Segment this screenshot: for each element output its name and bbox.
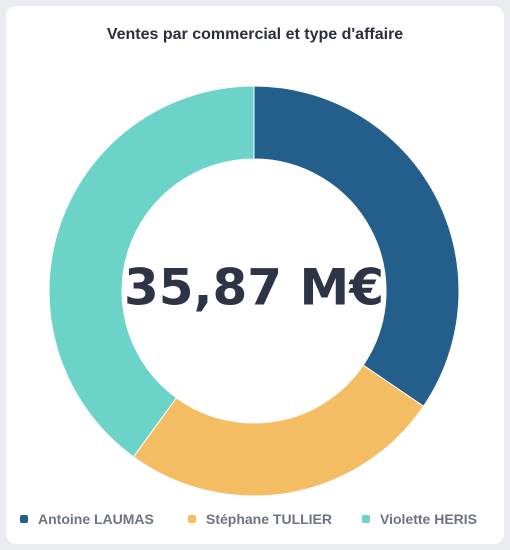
legend-swatch (362, 515, 370, 523)
legend-label: Stéphane TULLIER (206, 511, 333, 527)
chart-title: Ventes par commercial et type d'affaire (106, 26, 404, 43)
donut-slice-violette-heris[interactable] (48, 85, 255, 458)
legend-item-violette-heris[interactable]: Violette HERIS (362, 511, 477, 527)
donut-chart: 35,87 M€ (48, 85, 460, 497)
legend-item-antoine-laumas[interactable]: Antoine LAUMAS (20, 511, 154, 527)
legend: Antoine LAUMAS Stéphane TULLIER Violette… (6, 511, 504, 531)
donut-slices (48, 85, 460, 497)
donut-slice-antoine-laumas[interactable] (253, 85, 460, 407)
legend-label: Violette HERIS (380, 511, 477, 527)
donut-slice-st-phane-tullier[interactable] (132, 364, 425, 497)
chart-card: Ventes par commercial et type d'affaire … (6, 6, 504, 544)
legend-swatch (20, 515, 28, 523)
legend-item-stephane-tullier[interactable]: Stéphane TULLIER (188, 511, 332, 527)
center-total-value: 35,87 M€ (124, 259, 384, 317)
legend-label: Antoine LAUMAS (38, 511, 154, 527)
legend-swatch (188, 515, 196, 523)
